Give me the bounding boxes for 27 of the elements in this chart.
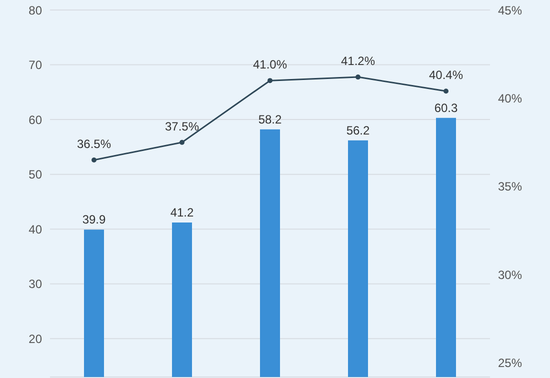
data-label: 58.2 — [258, 112, 282, 126]
y-tick-label: 20 — [28, 332, 42, 346]
y2-tick-label: 35% — [498, 180, 522, 194]
y-tick-label: 70 — [28, 58, 42, 72]
y-tick-label: 50 — [28, 168, 42, 182]
data-label: 40.4% — [428, 68, 464, 82]
point — [92, 157, 96, 162]
point — [180, 140, 184, 145]
y-tick-label: 40 — [28, 222, 42, 236]
y2-tick-label: 25% — [498, 356, 522, 370]
data-label: 41.2 — [170, 206, 194, 220]
y2-tick-label: 45% — [498, 3, 522, 18]
data-label: 39.9 — [82, 212, 106, 227]
point — [356, 74, 360, 80]
data-label: 41.0% — [252, 58, 288, 72]
point — [268, 78, 272, 84]
point — [444, 88, 448, 94]
y2-tick-label: 40% — [498, 91, 522, 106]
data-label: 37.5% — [164, 119, 200, 134]
y-tick-label: 60 — [28, 112, 42, 127]
y-tick-label: 80 — [28, 3, 42, 18]
y2-tick-label: 30% — [498, 268, 522, 282]
data-label: 41.2% — [340, 54, 376, 68]
data-label: 56.2 — [346, 123, 370, 138]
data-label: 36.5% — [76, 136, 112, 151]
y-tick-label: 30 — [28, 277, 42, 292]
data-label: 60.3 — [434, 100, 458, 115]
